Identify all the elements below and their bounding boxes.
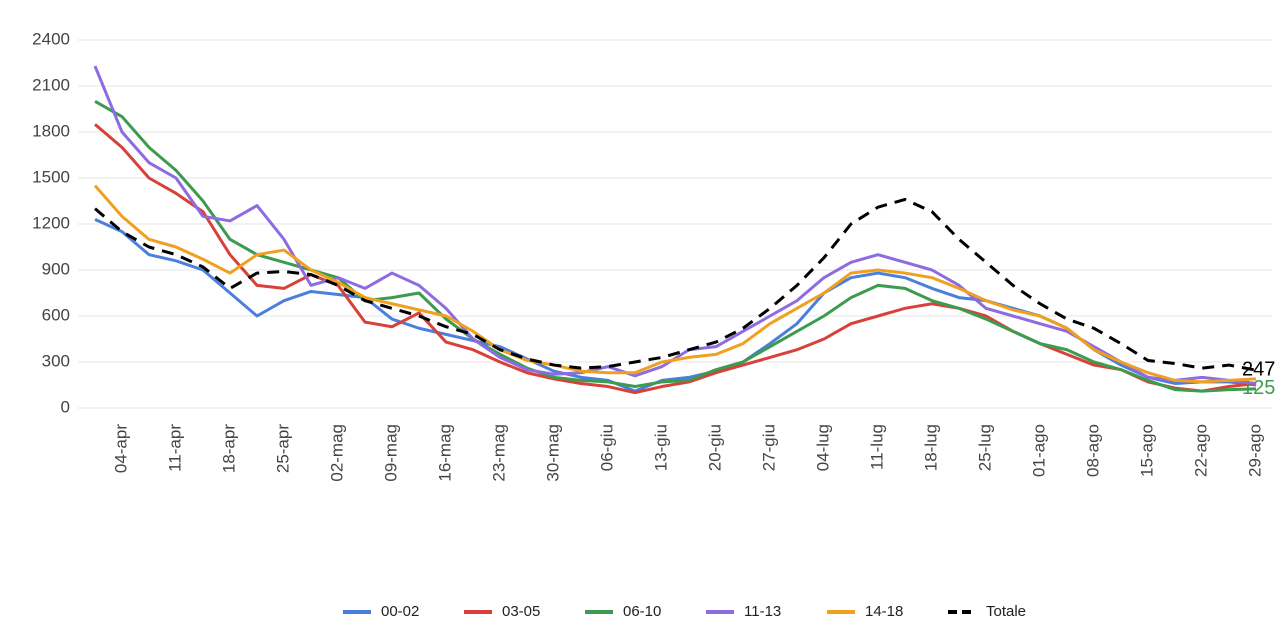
legend-item: 03-05	[464, 603, 540, 620]
legend-item: Totale	[948, 603, 1026, 620]
x-tick-label: 11-lug	[867, 424, 886, 470]
legend-label: 14-18	[865, 603, 903, 620]
x-tick-label: 18-apr	[219, 424, 238, 473]
legend-item: 06-10	[585, 603, 661, 620]
legend-label: 06-10	[623, 603, 661, 620]
x-tick-label: 20-giu	[705, 424, 724, 471]
x-tick-label: 13-giu	[651, 424, 670, 471]
x-tick-label: 11-apr	[165, 424, 184, 472]
x-tick-label: 23-mag	[489, 424, 508, 482]
end-label: 247	[1242, 358, 1275, 380]
x-tick-label: 04-apr	[111, 424, 130, 473]
legend-item: 11-13	[706, 603, 781, 620]
legend: 00-02 03-05 06-10 11-13 14-18 Totale	[343, 603, 1026, 620]
legend-label: Totale	[986, 603, 1026, 620]
series-line	[93, 184, 1257, 384]
x-tick-label: 16-mag	[435, 424, 454, 482]
y-tick-label: 2400	[32, 29, 70, 48]
legend-label: 11-13	[744, 603, 781, 620]
series-line	[94, 197, 1257, 372]
series-line	[94, 218, 1257, 393]
x-tick-label: 02-mag	[327, 424, 346, 482]
y-tick-label: 1500	[32, 167, 70, 186]
y-tick-label: 2100	[32, 75, 70, 94]
y-tick-label: 0	[61, 397, 70, 416]
legend-item: 00-02	[343, 603, 419, 620]
series-line	[94, 100, 1257, 393]
x-tick-label: 06-giu	[597, 424, 616, 471]
x-tick-label: 22-ago	[1191, 424, 1210, 477]
y-tick-label: 900	[42, 259, 70, 278]
legend-label: 00-02	[381, 603, 419, 620]
series-line	[94, 123, 1257, 395]
y-tick-label: 1200	[32, 213, 70, 232]
x-tick-label: 15-ago	[1137, 424, 1156, 477]
y-tick-label: 600	[42, 305, 70, 324]
legend-label: 03-05	[502, 603, 540, 620]
x-tick-label: 18-lug	[921, 424, 940, 471]
x-tick-label: 08-ago	[1083, 424, 1102, 477]
legend-item: 14-18	[827, 603, 903, 620]
x-tick-label: 29-ago	[1245, 424, 1264, 477]
x-tick-label: 01-ago	[1029, 424, 1048, 477]
x-tick-label: 09-mag	[381, 424, 400, 482]
x-tick-label: 30-mag	[543, 424, 562, 482]
x-tick-label: 27-giu	[759, 424, 778, 471]
x-tick-label: 25-lug	[975, 424, 994, 471]
y-tick-label: 1800	[32, 121, 70, 140]
series-line	[93, 65, 1257, 385]
x-tick-label: 25-apr	[273, 424, 292, 473]
y-tick-label: 300	[42, 351, 70, 370]
x-tick-label: 04-lug	[813, 424, 832, 471]
